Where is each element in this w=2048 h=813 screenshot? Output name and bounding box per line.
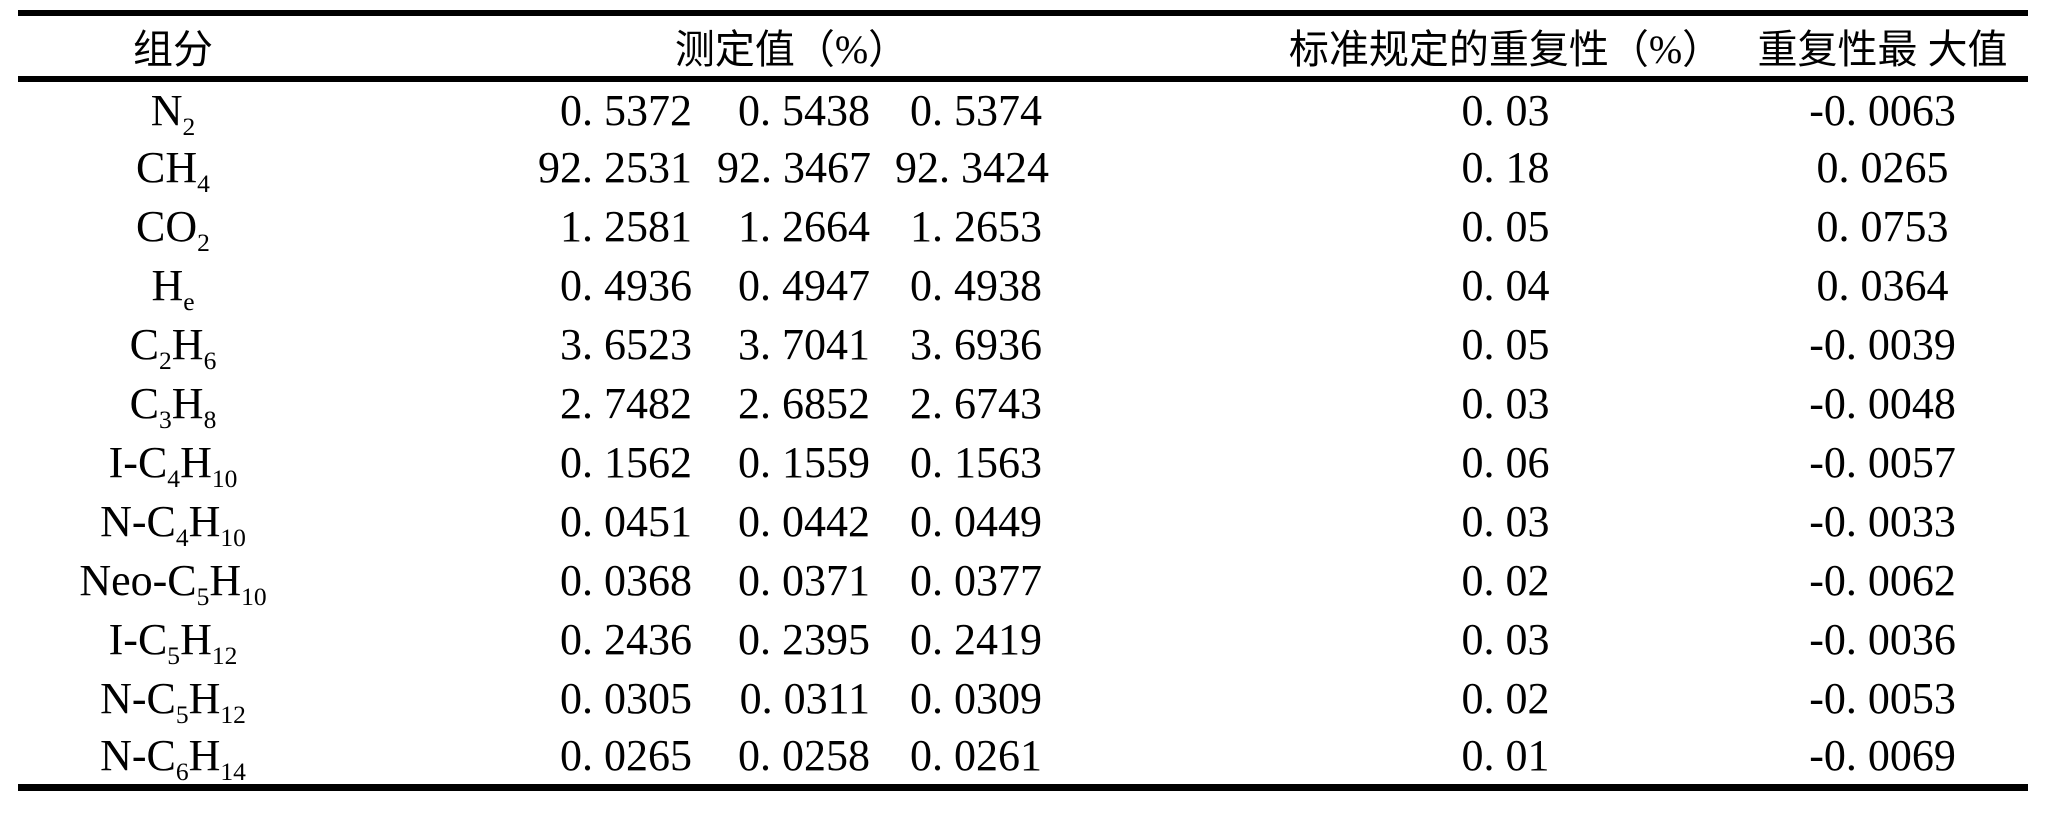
- standard-repeatability-cell: 0. 03: [1461, 497, 1550, 546]
- table-row: N-C4H10 0. 0451 0. 0442 0. 0449 0. 03 -0. 003…: [18, 492, 2028, 551]
- max-repeatability-cell: -0. 0069: [1809, 731, 1956, 781]
- measured-value-cell: 0. 0451: [560, 497, 692, 546]
- gas-composition-table: 组分 测定值（%） 标准规定的重复性（%） 重复性最 大值 N2 0. 5372 0…: [18, 10, 2029, 791]
- measured-value-cell: 0. 0377: [910, 556, 1043, 605]
- header-standard-repeatability: 标准规定的重复性（%）: [1066, 13, 1727, 82]
- component-cell: He: [151, 261, 195, 315]
- table-row: He 0. 4936 0. 4947 0. 4938 0. 04 0. 0364: [18, 256, 2028, 315]
- component-cell: CH4: [136, 143, 210, 197]
- standard-repeatability-cell: 0. 18: [1461, 143, 1550, 192]
- max-repeatability-cell: -0. 0063: [1809, 85, 1956, 135]
- measured-value-cell: 3. 6523: [560, 320, 692, 369]
- measured-value-cell: 3. 7041: [738, 320, 870, 369]
- measured-value-cell: 0. 0442: [738, 497, 870, 546]
- measured-value-cell: 0. 0261: [910, 731, 1043, 781]
- measured-value-cell: 0. 0258: [738, 731, 870, 781]
- table-row: CO2 1. 2581 1. 2664 1. 2653 0. 05 0. 0753: [18, 197, 2028, 256]
- measured-value-cell: 0. 0371: [738, 556, 870, 605]
- component-cell: C3H8: [129, 379, 217, 433]
- header-row: 组分 测定值（%） 标准规定的重复性（%） 重复性最 大值: [18, 13, 2029, 82]
- component-cell: Neo-C5H10: [79, 556, 267, 610]
- table-row: C3H8 2. 7482 2. 6852 2. 6743 0. 03 -0. 0048: [18, 374, 2028, 433]
- measured-value-cell: 1. 2581: [560, 202, 692, 251]
- measured-value-cell: 0. 2419: [910, 615, 1043, 664]
- standard-repeatability-cell: 0. 03: [1461, 85, 1550, 135]
- standard-repeatability-cell: 0. 01: [1461, 731, 1550, 781]
- max-repeatability-cell: -0. 0053: [1809, 674, 1956, 723]
- standard-repeatability-cell: 0. 02: [1461, 674, 1550, 723]
- standard-repeatability-cell: 0. 05: [1461, 202, 1550, 251]
- component-cell: I-C4H10: [108, 438, 238, 492]
- component-cell: CO2: [136, 202, 210, 256]
- table-row: CH4 92. 2531 92. 3467 92. 3424 0. 18 0. 0265: [18, 138, 2028, 197]
- measured-value-cell: 1. 2664: [738, 202, 870, 251]
- measured-value-cell: 0. 2395: [738, 615, 870, 664]
- component-cell: C2H6: [129, 320, 217, 374]
- measured-value-cell: 0. 0311: [739, 674, 870, 723]
- measured-value-cell: 92. 3467: [717, 143, 871, 192]
- measured-value-cell: 0. 4947: [738, 261, 870, 310]
- measured-value-cell: 0. 0449: [910, 497, 1043, 546]
- component-cell: I-C5H12: [108, 615, 238, 669]
- measured-value-cell: 0. 0309: [910, 674, 1043, 723]
- header-max-repeatability: 重复性最 大值: [1726, 13, 2029, 82]
- standard-repeatability-cell: 0. 06: [1461, 438, 1550, 487]
- measured-value-cell: 0. 1563: [910, 438, 1043, 487]
- standard-repeatability-cell: 0. 02: [1461, 556, 1550, 605]
- header-measured-value: 测定值（%）: [328, 13, 1067, 82]
- max-repeatability-cell: -0. 0036: [1809, 615, 1956, 664]
- measured-value-cell: 1. 2653: [910, 202, 1043, 251]
- standard-repeatability-cell: 0. 03: [1461, 379, 1550, 428]
- measured-value-cell: 0. 5372: [560, 85, 692, 135]
- max-repeatability-cell: -0. 0039: [1809, 320, 1956, 369]
- table-row: N2 0. 5372 0. 5438 0. 5374 0. 03 -0. 0063: [18, 79, 2028, 139]
- measured-value-cell: 0. 5374: [910, 85, 1043, 135]
- table-row: I-C5H12 0. 2436 0. 2395 0. 2419 0. 03 -0. 003…: [18, 610, 2028, 669]
- measured-value-cell: 0. 4938: [910, 261, 1043, 310]
- table-row: N-C5H12 0. 0305 0. 0311 0. 0309 0. 02 -0. 005…: [18, 669, 2028, 728]
- component-cell: N-C4H10: [100, 497, 246, 551]
- measured-value-cell: 0. 2436: [560, 615, 692, 664]
- measured-value-cell: 3. 6936: [910, 320, 1043, 369]
- measured-value-cell: 0. 5438: [738, 85, 870, 135]
- header-component: 组分: [18, 13, 328, 82]
- measured-value-cell: 0. 4936: [560, 261, 692, 310]
- table-row: I-C4H10 0. 1562 0. 1559 0. 1563 0. 06 -0. 005…: [18, 433, 2028, 492]
- table-body: N2 0. 5372 0. 5438 0. 5374 0. 03 -0. 0063 CH4 9…: [18, 79, 2028, 787]
- measured-value-cell: 2. 7482: [560, 379, 692, 428]
- max-repeatability-cell: 0. 0364: [1816, 261, 1949, 310]
- max-repeatability-cell: -0. 0048: [1809, 379, 1956, 428]
- measured-value-cell: 2. 6743: [910, 379, 1043, 428]
- standard-repeatability-cell: 0. 03: [1461, 615, 1550, 664]
- max-repeatability-cell: -0. 0033: [1809, 497, 1956, 546]
- component-cell: N-C5H12: [100, 674, 246, 728]
- measured-value-cell: 2. 6852: [738, 379, 870, 428]
- table-row: C2H6 3. 6523 3. 7041 3. 6936 0. 05 -0. 0039: [18, 315, 2028, 374]
- measured-value-cell: 0. 0265: [560, 731, 692, 781]
- max-repeatability-cell: 0. 0265: [1816, 143, 1949, 192]
- standard-repeatability-cell: 0. 04: [1461, 261, 1550, 310]
- measured-value-cell: 0. 0368: [560, 556, 692, 605]
- measured-value-cell: 92. 3424: [895, 143, 1049, 192]
- measured-value-cell: 0. 1562: [560, 438, 692, 487]
- component-cell: N2: [150, 85, 196, 139]
- measured-value-cell: 92. 2531: [538, 143, 692, 192]
- table-row: N-C6H14 0. 0265 0. 0258 0. 0261 0. 01 -0. 006…: [18, 728, 2028, 787]
- measured-value-cell: 0. 0305: [560, 674, 692, 723]
- max-repeatability-cell: -0. 0057: [1809, 438, 1956, 487]
- table-header: 组分 测定值（%） 标准规定的重复性（%） 重复性最 大值: [18, 13, 2029, 82]
- max-repeatability-cell: -0. 0062: [1809, 556, 1956, 605]
- component-cell: N-C6H14: [100, 731, 246, 787]
- max-repeatability-cell: 0. 0753: [1816, 202, 1949, 251]
- standard-repeatability-cell: 0. 05: [1461, 320, 1550, 369]
- table-row: Neo-C5H10 0. 0368 0. 0371 0. 0377 0. 02 -0. 0…: [18, 551, 2028, 610]
- measured-value-cell: 0. 1559: [738, 438, 870, 487]
